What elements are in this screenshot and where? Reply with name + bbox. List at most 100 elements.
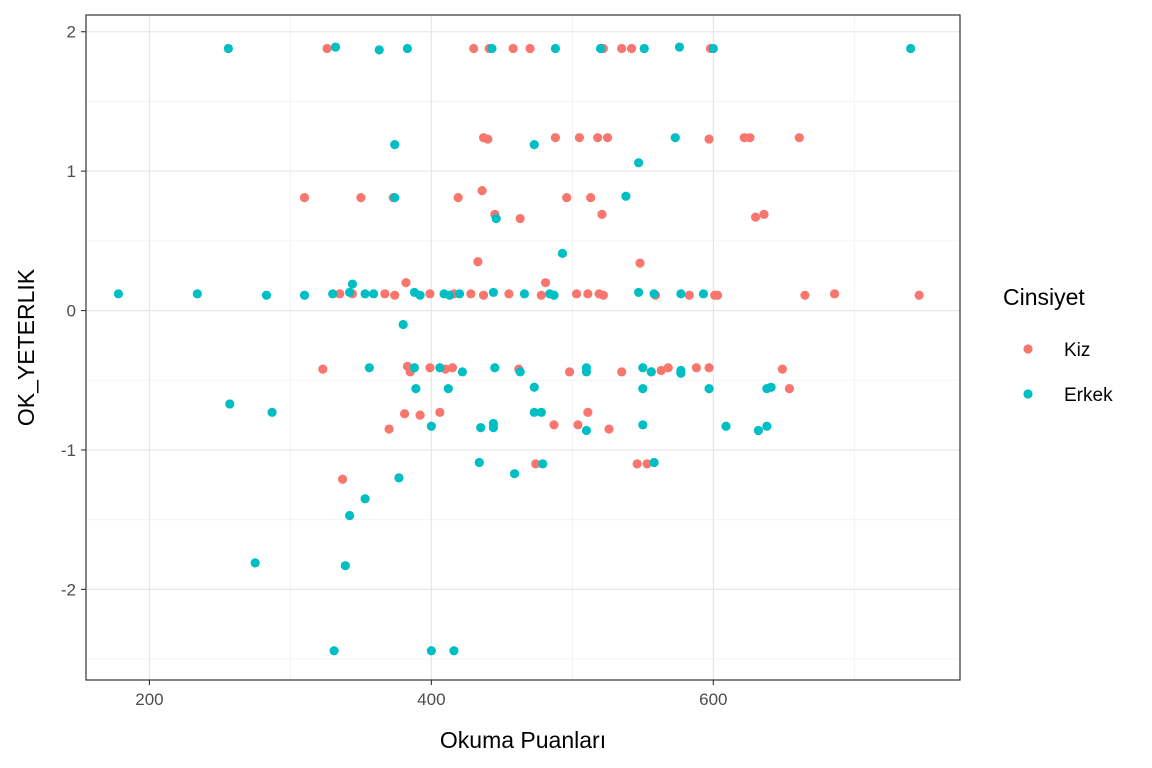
point-erkek <box>374 45 384 55</box>
point-erkek <box>398 319 408 330</box>
point-kiz <box>540 278 551 288</box>
x-tick-label: 200 <box>135 690 163 709</box>
point-kiz <box>656 365 666 376</box>
point-erkek <box>267 407 277 417</box>
point-erkek <box>638 420 648 430</box>
point-erkek <box>633 287 644 298</box>
point-kiz <box>777 364 787 374</box>
point-kiz <box>704 134 714 144</box>
point-kiz <box>635 258 645 268</box>
point-kiz <box>469 43 479 54</box>
y-axis-title: OK_YETERLIK <box>13 268 39 426</box>
point-erkek <box>299 290 310 300</box>
point-kiz <box>390 290 400 300</box>
point-erkek <box>113 289 124 299</box>
point-kiz <box>425 363 435 373</box>
point-erkek <box>721 421 731 431</box>
point-kiz <box>759 209 769 219</box>
point-erkek <box>649 457 659 468</box>
point-kiz <box>784 384 795 394</box>
point-kiz <box>384 424 394 434</box>
point-kiz <box>617 367 627 377</box>
point-kiz <box>663 363 673 373</box>
point-kiz <box>550 133 561 143</box>
point-erkek <box>340 561 350 571</box>
point-erkek <box>415 290 425 300</box>
point-erkek <box>426 421 436 431</box>
point-erkek <box>753 425 764 436</box>
point-erkek <box>360 494 370 504</box>
point-erkek <box>581 425 592 436</box>
point-erkek <box>491 213 501 224</box>
point-erkek <box>762 421 772 431</box>
point-kiz <box>583 289 593 299</box>
point-kiz <box>380 289 390 299</box>
point-kiz <box>602 133 613 143</box>
point-kiz <box>415 410 425 420</box>
point-erkek <box>704 384 714 394</box>
point-kiz <box>604 424 614 434</box>
point-erkek <box>328 289 338 299</box>
point-kiz <box>564 367 575 377</box>
point-erkek <box>250 558 260 568</box>
x-tick-label: 600 <box>699 690 727 709</box>
point-erkek <box>345 510 355 521</box>
point-kiz <box>318 364 328 374</box>
point-kiz <box>800 290 810 300</box>
point-kiz <box>322 43 332 54</box>
y-axis-ticks: -2 -1 0 1 2 <box>61 23 86 599</box>
x-axis-ticks: 200 400 600 <box>135 680 727 709</box>
point-kiz <box>750 212 761 222</box>
point-kiz <box>435 407 445 417</box>
point-erkek <box>766 382 776 392</box>
point-erkek <box>595 43 606 54</box>
panel-border <box>85 14 961 681</box>
point-erkek <box>670 133 680 143</box>
point-erkek <box>639 43 649 54</box>
point-erkek <box>488 287 498 298</box>
point-erkek <box>638 384 648 394</box>
point-erkek <box>633 158 644 168</box>
data-points <box>113 42 924 656</box>
point-kiz <box>525 43 535 54</box>
point-erkek <box>454 289 465 299</box>
point-kiz <box>399 409 410 419</box>
point-erkek <box>402 43 413 54</box>
point-kiz <box>626 43 637 54</box>
point-erkek <box>360 289 370 299</box>
point-kiz <box>573 420 583 430</box>
point-erkek <box>515 367 525 377</box>
point-erkek <box>708 43 718 54</box>
point-erkek <box>409 363 420 373</box>
point-erkek <box>426 646 436 656</box>
point-kiz <box>597 209 607 219</box>
point-erkek <box>906 43 916 54</box>
point-erkek <box>621 191 631 201</box>
point-erkek <box>649 289 659 299</box>
point-kiz <box>478 290 489 300</box>
grid-minor <box>86 15 960 680</box>
point-kiz <box>598 290 608 300</box>
point-kiz <box>536 290 546 300</box>
y-tick-label: -1 <box>61 441 76 460</box>
point-erkek <box>519 289 530 299</box>
point-kiz <box>914 290 924 300</box>
point-erkek <box>457 367 467 377</box>
point-kiz <box>299 193 310 203</box>
point-erkek <box>487 43 497 54</box>
point-erkek <box>435 363 445 373</box>
point-kiz <box>593 133 603 143</box>
point-erkek <box>676 289 686 299</box>
y-tick-label: 2 <box>67 23 76 42</box>
point-kiz <box>508 43 518 54</box>
point-kiz <box>473 257 483 267</box>
point-erkek <box>674 42 685 52</box>
point-erkek <box>581 367 592 377</box>
grid-major <box>86 15 960 680</box>
point-kiz <box>632 459 642 469</box>
point-kiz <box>684 290 694 300</box>
point-erkek <box>529 140 539 150</box>
point-kiz <box>477 186 487 196</box>
point-erkek <box>223 43 233 54</box>
